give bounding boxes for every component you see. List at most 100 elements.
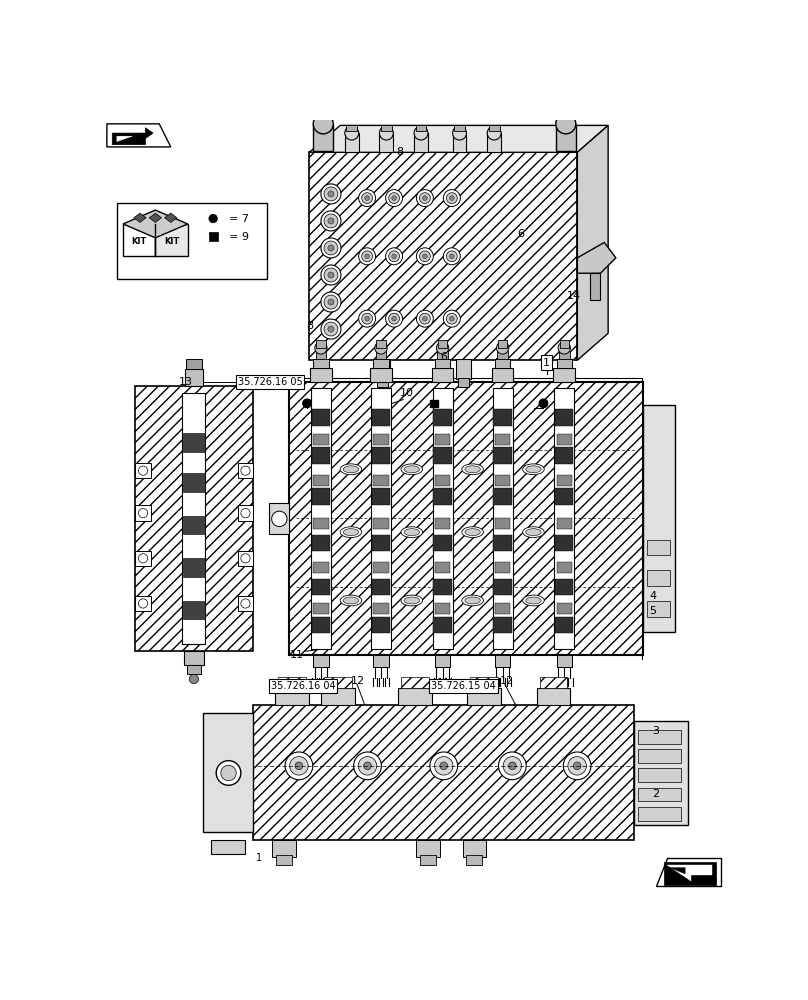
- Bar: [398, 688, 431, 705]
- Bar: [494, 617, 512, 633]
- Bar: [203, 713, 253, 832]
- Bar: [324, 677, 351, 688]
- Bar: [314, 603, 329, 614]
- Polygon shape: [667, 865, 712, 881]
- Bar: [555, 447, 574, 464]
- Circle shape: [189, 674, 199, 684]
- Bar: [314, 359, 329, 368]
- Bar: [553, 368, 575, 382]
- Circle shape: [416, 310, 433, 327]
- Bar: [314, 434, 329, 445]
- Bar: [275, 688, 309, 705]
- Bar: [312, 617, 330, 633]
- Circle shape: [359, 190, 376, 207]
- Bar: [136, 386, 253, 651]
- Ellipse shape: [340, 595, 362, 606]
- Circle shape: [419, 251, 431, 262]
- Bar: [381, 125, 392, 131]
- Bar: [433, 535, 452, 551]
- Circle shape: [447, 313, 457, 324]
- Bar: [347, 125, 357, 131]
- Text: 10: 10: [400, 388, 415, 398]
- Bar: [437, 351, 448, 359]
- Circle shape: [328, 326, 334, 332]
- Circle shape: [416, 190, 433, 207]
- Text: = 9: = 9: [229, 232, 249, 242]
- Circle shape: [358, 757, 377, 775]
- Circle shape: [444, 190, 461, 207]
- Polygon shape: [165, 213, 177, 222]
- Bar: [431, 368, 453, 382]
- Circle shape: [328, 191, 334, 197]
- Bar: [370, 368, 392, 382]
- Bar: [557, 518, 572, 529]
- Bar: [312, 409, 330, 426]
- Polygon shape: [670, 868, 685, 874]
- Circle shape: [324, 268, 338, 282]
- Bar: [373, 475, 389, 486]
- Bar: [136, 596, 151, 611]
- Bar: [560, 340, 569, 348]
- Text: KIT: KIT: [164, 237, 179, 246]
- Bar: [495, 434, 511, 445]
- Bar: [456, 359, 471, 379]
- Circle shape: [138, 466, 148, 475]
- Bar: [373, 562, 389, 573]
- Bar: [309, 152, 578, 360]
- Text: 35.726.16 05: 35.726.16 05: [238, 377, 302, 387]
- Bar: [555, 488, 574, 505]
- Bar: [663, 862, 716, 885]
- Bar: [495, 562, 511, 573]
- Bar: [634, 721, 688, 825]
- Bar: [312, 579, 330, 595]
- Ellipse shape: [462, 527, 483, 538]
- Bar: [638, 788, 680, 801]
- Ellipse shape: [343, 529, 359, 536]
- Circle shape: [447, 193, 457, 203]
- Circle shape: [328, 299, 334, 305]
- Bar: [433, 579, 452, 595]
- Text: = 7: = 7: [229, 214, 249, 224]
- Bar: [183, 558, 204, 577]
- Circle shape: [303, 399, 311, 408]
- Text: 13: 13: [179, 377, 193, 387]
- Bar: [186, 359, 201, 369]
- Bar: [555, 579, 574, 595]
- Bar: [435, 475, 450, 486]
- Bar: [555, 535, 574, 551]
- Bar: [467, 688, 501, 705]
- Bar: [183, 516, 204, 534]
- Circle shape: [328, 245, 334, 251]
- Circle shape: [449, 254, 454, 259]
- Polygon shape: [149, 213, 162, 222]
- Polygon shape: [107, 124, 170, 147]
- Ellipse shape: [526, 466, 541, 473]
- Bar: [272, 840, 296, 857]
- Circle shape: [324, 214, 338, 228]
- Circle shape: [321, 211, 341, 231]
- Bar: [372, 409, 390, 426]
- Circle shape: [362, 251, 372, 262]
- Bar: [435, 359, 450, 368]
- Circle shape: [563, 752, 591, 780]
- Circle shape: [221, 765, 236, 781]
- Bar: [373, 434, 389, 445]
- Circle shape: [321, 238, 341, 258]
- Circle shape: [430, 752, 457, 780]
- Ellipse shape: [523, 595, 545, 606]
- Text: 3: 3: [652, 726, 659, 736]
- Bar: [372, 579, 390, 595]
- Bar: [646, 540, 670, 555]
- Circle shape: [487, 126, 501, 140]
- Bar: [463, 840, 486, 857]
- Bar: [373, 603, 389, 614]
- Circle shape: [324, 241, 338, 255]
- Circle shape: [328, 218, 334, 224]
- Bar: [494, 409, 512, 426]
- Polygon shape: [309, 125, 608, 152]
- Circle shape: [444, 248, 461, 265]
- Text: 35.726.16 04: 35.726.16 04: [271, 681, 335, 691]
- Bar: [415, 125, 427, 131]
- Bar: [557, 562, 572, 573]
- Circle shape: [241, 466, 250, 475]
